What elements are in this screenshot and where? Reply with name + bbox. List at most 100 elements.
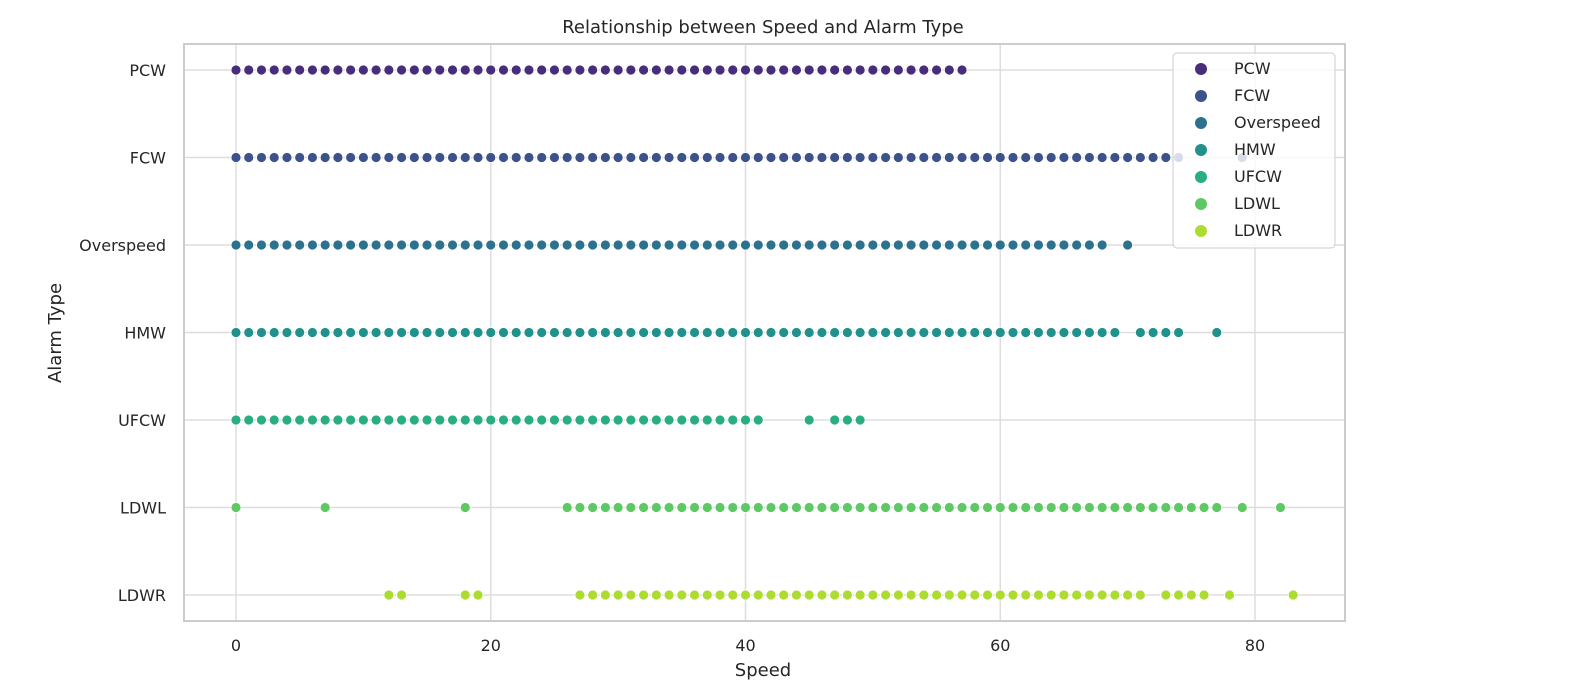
data-point — [574, 327, 586, 338]
data-point — [625, 589, 637, 601]
data-point — [638, 327, 649, 338]
data-point — [345, 64, 357, 76]
data-point — [650, 64, 662, 76]
data-point — [1007, 239, 1019, 251]
data-point — [268, 64, 280, 76]
data-point — [1134, 327, 1146, 338]
data-point — [791, 152, 802, 163]
data-point — [485, 327, 497, 338]
legend-marker — [1195, 171, 1207, 183]
data-point — [230, 502, 242, 513]
data-point — [689, 239, 700, 251]
x-tick-label: 0 — [231, 636, 241, 655]
data-point — [1160, 589, 1172, 601]
data-point — [281, 414, 293, 426]
data-point — [663, 152, 675, 163]
data-point — [689, 589, 700, 601]
data-point — [612, 502, 624, 513]
data-point — [396, 589, 407, 601]
data-point — [383, 327, 395, 338]
data-point — [1134, 152, 1146, 163]
data-point — [549, 327, 560, 338]
data-point — [854, 589, 866, 601]
data-point — [574, 152, 586, 163]
legend-marker — [1195, 90, 1207, 102]
data-point — [918, 64, 930, 76]
data-point — [956, 239, 968, 251]
data-point — [676, 64, 688, 76]
data-point — [1287, 589, 1299, 601]
data-point — [880, 589, 892, 601]
data-point — [1096, 239, 1108, 251]
data-point — [256, 327, 267, 338]
data-point — [943, 327, 955, 338]
data-point — [523, 152, 535, 163]
data-point — [510, 64, 522, 76]
data-point — [931, 502, 942, 513]
data-point — [727, 64, 739, 76]
data-point — [969, 327, 981, 338]
data-point — [740, 502, 751, 513]
data-point — [816, 327, 828, 338]
data-point — [345, 239, 357, 251]
data-point — [778, 64, 790, 76]
data-point — [319, 414, 331, 426]
data-point — [701, 589, 713, 601]
data-point — [1045, 327, 1057, 338]
data-point — [854, 152, 866, 163]
data-point — [663, 414, 675, 426]
data-point — [778, 327, 790, 338]
data-point — [459, 327, 471, 338]
data-point — [1109, 589, 1121, 601]
data-point — [421, 152, 433, 163]
data-point — [421, 64, 433, 76]
data-point — [396, 327, 407, 338]
data-point — [510, 152, 522, 163]
data-point — [969, 589, 981, 601]
legend-label: FCW — [1234, 86, 1270, 105]
data-point — [599, 589, 611, 601]
data-point — [625, 414, 637, 426]
data-point — [472, 589, 484, 601]
data-point — [421, 414, 433, 426]
data-point — [599, 152, 611, 163]
data-point — [740, 414, 751, 426]
data-point — [574, 64, 586, 76]
data-point — [982, 589, 993, 601]
data-point — [599, 414, 611, 426]
data-point — [472, 239, 484, 251]
data-point — [319, 152, 331, 163]
data-point — [752, 589, 764, 601]
data-point — [370, 64, 382, 76]
data-point — [905, 589, 917, 601]
data-point — [523, 64, 535, 76]
data-point — [714, 502, 726, 513]
data-point — [1007, 589, 1019, 601]
data-point — [1071, 239, 1083, 251]
data-point — [1058, 589, 1070, 601]
data-point — [969, 152, 981, 163]
data-point — [727, 502, 739, 513]
data-point — [943, 239, 955, 251]
data-point — [1084, 589, 1095, 601]
data-point — [447, 152, 458, 163]
data-point — [1071, 589, 1083, 601]
data-point — [307, 64, 318, 76]
data-point — [612, 589, 624, 601]
data-point — [778, 502, 790, 513]
data-point — [1020, 239, 1032, 251]
data-point — [905, 502, 917, 513]
data-point — [1058, 327, 1070, 338]
data-point — [1058, 502, 1070, 513]
data-point — [561, 152, 573, 163]
data-point — [307, 152, 318, 163]
data-point — [829, 239, 841, 251]
data-point — [256, 414, 267, 426]
data-point — [714, 239, 726, 251]
series-pcw — [230, 64, 968, 76]
data-point — [332, 239, 344, 251]
data-point — [982, 502, 993, 513]
data-point — [727, 239, 739, 251]
data-point — [854, 502, 866, 513]
data-point — [1033, 152, 1044, 163]
